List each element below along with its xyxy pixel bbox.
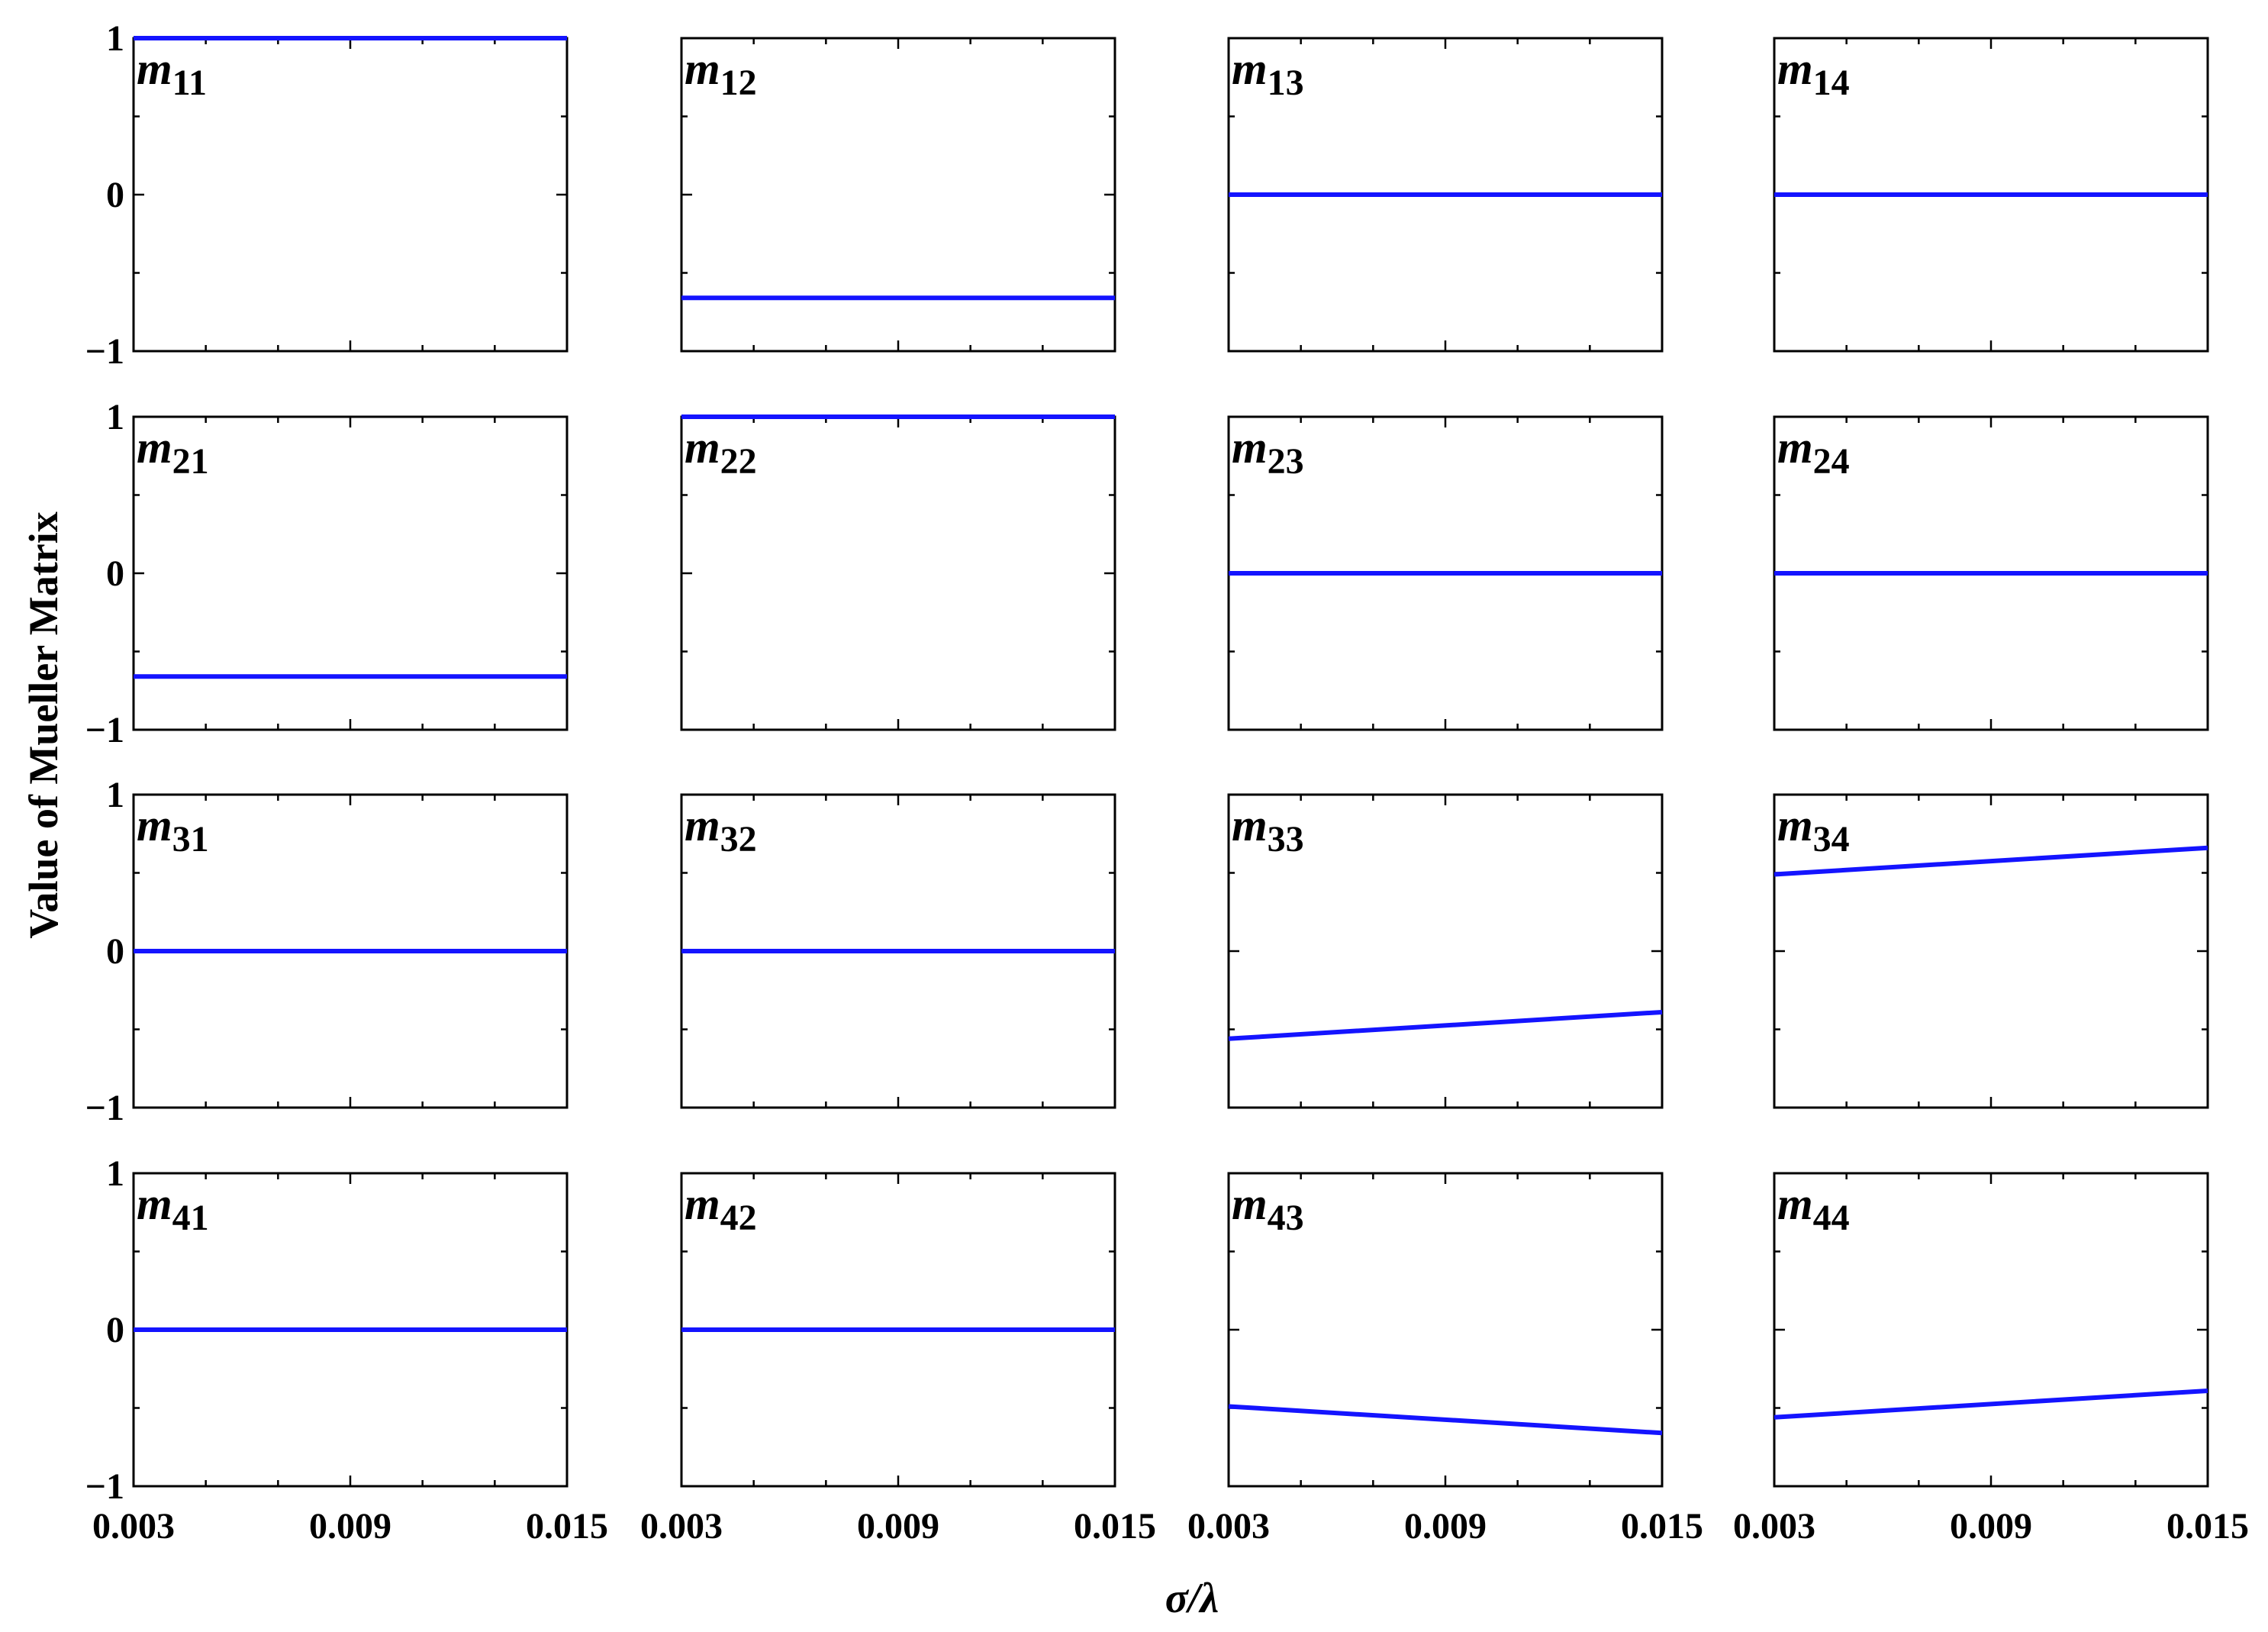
panel-label: m31: [137, 800, 209, 860]
panel-m23: m23: [1227, 415, 1664, 731]
y-tick-label: −1: [85, 710, 124, 750]
panel-label: m33: [1232, 800, 1304, 860]
x-tick-label: 0.015: [526, 1506, 608, 1547]
y-tick-label: 0: [106, 553, 124, 594]
panel-label: m22: [685, 422, 757, 482]
x-tick-label: 0.003: [1187, 1506, 1270, 1547]
x-tick-label: 0.009: [857, 1506, 939, 1547]
y-tick-label: 1: [106, 1153, 124, 1194]
x-tick-label: 0.009: [1950, 1506, 2032, 1547]
y-axis-title: Value of Mueller Matrix: [21, 511, 66, 938]
y-tick-label: −1: [85, 331, 124, 372]
panel-m12: m12: [680, 37, 1116, 353]
panel-label: m12: [685, 44, 757, 103]
panel-label: m14: [1777, 44, 1850, 103]
x-tick-label: 0.015: [2167, 1506, 2249, 1547]
panel-label: m21: [137, 422, 209, 482]
panel-m11: 1 0 −1 m11: [85, 18, 569, 372]
panel-m34: m34: [1773, 793, 2209, 1109]
y-tick-label: 0: [106, 1310, 124, 1350]
y-tick-label: 1: [106, 397, 124, 437]
series-line-m34: [1773, 845, 2208, 877]
y-tick-label: 1: [106, 775, 124, 815]
panel-label: m24: [1777, 422, 1850, 482]
panel-m14: m14: [1773, 37, 2209, 353]
panel-label: m43: [1232, 1179, 1304, 1238]
x-tick-label: 0.003: [1733, 1506, 1815, 1547]
panel-m42: 0.003 0.009 0.015 m42: [640, 1172, 1156, 1547]
x-tick-label: 0.015: [1621, 1506, 1703, 1547]
panel-grid: 1 0 −1 m11 m12 m13 m14 1 0 −1 m21 m22 m23 m24 1 0 −1 m31 m…: [85, 18, 2249, 1547]
panel-label: m11: [137, 44, 207, 103]
y-tick-label: 0: [106, 931, 124, 972]
x-tick-label: 0.003: [640, 1506, 723, 1547]
y-tick-label: −1: [85, 1088, 124, 1128]
x-tick-label: 0.009: [1404, 1506, 1487, 1547]
panel-m21: 1 0 −1 m21: [85, 397, 569, 750]
panel-label: m44: [1777, 1179, 1850, 1238]
x-tick-label: 0.015: [1074, 1506, 1156, 1547]
panel-label: m13: [1232, 44, 1304, 103]
panel-m13: m13: [1227, 37, 1664, 353]
panel-m33: m33: [1227, 793, 1664, 1109]
y-tick-label: 0: [106, 175, 124, 215]
panel-m43: 0.003 0.009 0.015 m43: [1187, 1172, 1703, 1547]
panel-label: m32: [685, 800, 757, 860]
series-line-m44: [1773, 1388, 2208, 1420]
panel-label: m42: [685, 1179, 757, 1238]
panel-m44: 0.003 0.009 0.015 m44: [1733, 1172, 2249, 1547]
panel-m41: 1 0 −10.003 0.009 0.015 m41: [85, 1153, 608, 1547]
y-tick-label: −1: [85, 1466, 124, 1507]
series-line-m33: [1228, 1009, 1663, 1041]
panel-m32: m32: [680, 793, 1116, 1109]
panel-m24: m24: [1773, 415, 2209, 731]
series-line-m43: [1228, 1404, 1663, 1436]
panel-label: m34: [1777, 800, 1850, 860]
panel-label: m23: [1232, 422, 1304, 482]
y-tick-label: 1: [106, 18, 124, 59]
x-tick-label: 0.009: [309, 1506, 391, 1547]
panel-m31: 1 0 −1 m31: [85, 775, 569, 1128]
x-axis-title: σ/λ: [1165, 1575, 1219, 1622]
panel-label: m41: [137, 1179, 209, 1238]
x-tick-label: 0.003: [92, 1506, 175, 1547]
panel-m22: m22: [680, 414, 1116, 731]
